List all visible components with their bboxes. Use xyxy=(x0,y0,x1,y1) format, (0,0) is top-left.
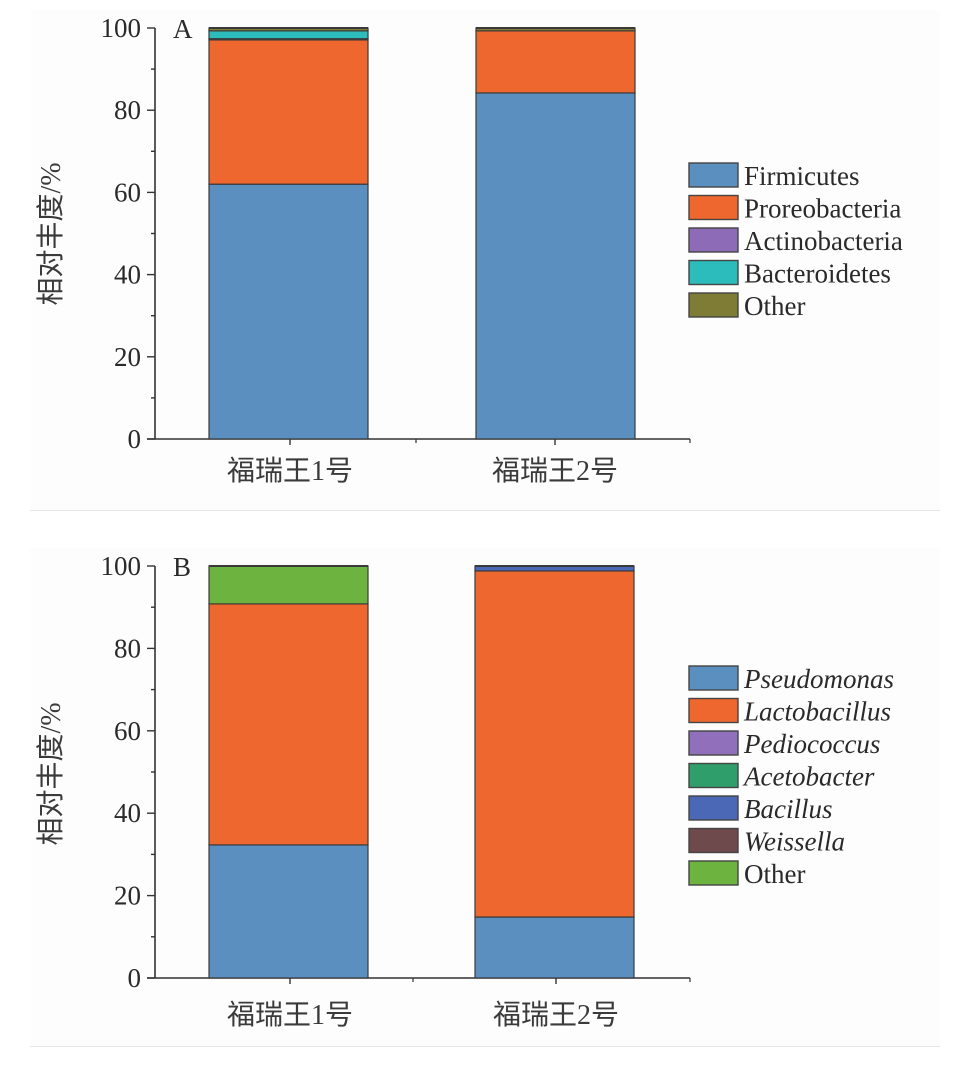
chart-a-legend-swatch xyxy=(688,259,739,286)
chart-a-bar-segment-firmicutes xyxy=(208,183,369,440)
stacked-bar-chart-a: 0 20 40 60 80 100 福瑞王1号 福瑞王2号 A 相对丰度/% FirmicutesP… xyxy=(35,13,903,487)
chart-a-legend-item: Bacteroidetes xyxy=(688,259,891,289)
chart-a-legend-label: Firmicutes xyxy=(744,161,860,191)
chart-b-legend-item: Pediococcus xyxy=(688,729,880,759)
chart-b-y-tick-label: 60 xyxy=(114,716,141,746)
chart-a-panel-letter: A xyxy=(173,14,193,44)
chart-a-y-tick-label: 40 xyxy=(114,260,141,290)
chart-a-legend-swatch xyxy=(688,227,739,253)
chart-b-legend-label: Pediococcus xyxy=(743,729,880,759)
chart-a-legend-item: Proreobacteria xyxy=(688,194,901,224)
chart-a-y-axis-label: 相对丰度/% xyxy=(35,162,67,305)
chart-b-category-label: 福瑞王1号 xyxy=(227,999,353,1031)
chart-a-bar-segment-proreobacteria xyxy=(475,30,636,94)
chart-b-bar-segment-other xyxy=(208,565,369,605)
chart-b-y-tick-label: 80 xyxy=(114,633,141,663)
chart-a-bar-segment-bacteroidetes xyxy=(208,30,369,40)
chart-b-legend-label: Bacillus xyxy=(744,794,833,824)
chart-a-legend-item: Actinobacteria xyxy=(688,226,903,256)
chart-a-bar-stack xyxy=(208,27,369,440)
chart-a-legend-label: Bacteroidetes xyxy=(744,259,891,289)
chart-b-category-label: 福瑞王2号 xyxy=(493,999,619,1031)
chart-panel-a: 0 20 40 60 80 100 福瑞王1号 福瑞王2号 A 相对丰度/% Firmicutes P… xyxy=(30,10,940,511)
chart-b-bar-segment-pseudomonas xyxy=(208,844,369,979)
chart-b-legend-swatch xyxy=(688,795,739,821)
chart-b-legend-swatch xyxy=(688,697,739,724)
chart-b-y-tick-label: 20 xyxy=(114,881,141,911)
chart-b-legend-label: Pseudomonas xyxy=(743,664,894,694)
chart-a-bar-stack xyxy=(475,27,636,440)
chart-b-bar-stack xyxy=(208,565,369,979)
chart-b-legend-label: Weissella xyxy=(744,827,845,857)
chart-a-legend-swatch xyxy=(688,292,739,318)
chart-b-bar-segment-pseudomonas xyxy=(474,916,635,979)
chart-b-legend-label: Other xyxy=(744,859,805,889)
chart-a-y-tick-label: 80 xyxy=(114,95,141,125)
chart-b-bar-segment-lactobacillus xyxy=(208,603,369,846)
chart-a-category-label: 福瑞王1号 xyxy=(227,455,353,487)
chart-a-y-tick-label: 0 xyxy=(128,424,142,454)
chart-a-legend-label: Other xyxy=(744,291,805,321)
chart-b-legend-swatch xyxy=(688,762,739,789)
chart-a-y-tick-label: 20 xyxy=(114,342,141,372)
chart-b-legend-item: Weissella xyxy=(688,827,845,857)
chart-b-bar-segment-lactobacillus xyxy=(474,570,635,918)
chart-b-panel-letter: B xyxy=(173,552,191,582)
chart-b-legend-item: Other xyxy=(688,859,805,889)
chart-a-legend-item: Other xyxy=(688,291,805,321)
chart-b-legend-item: Acetobacter xyxy=(688,762,875,792)
chart-b-legend-label: Acetobacter xyxy=(742,762,875,792)
chart-b-y-tick-label: 0 xyxy=(128,963,142,993)
chart-b-legend-label: Lactobacillus xyxy=(743,697,891,727)
chart-a-legend-swatch xyxy=(688,194,739,221)
chart-b-legend-swatch xyxy=(688,665,739,691)
chart-b-legend-swatch xyxy=(688,730,739,756)
chart-a-category-label: 福瑞王2号 xyxy=(492,455,618,487)
chart-a-legend-swatch xyxy=(688,162,739,188)
stacked-bar-chart-b: 0 20 40 60 80 100 福瑞王1号 福瑞王2号 B 相对丰度/% Pseudomonas… xyxy=(35,551,894,1031)
chart-b-y-axis-label: 相对丰度/% xyxy=(35,702,67,845)
chart-b-bar-stack xyxy=(474,565,635,979)
chart-a-bar-segment-firmicutes xyxy=(475,92,636,440)
chart-b-y-tick-label: 100 xyxy=(101,551,142,581)
chart-a-y-tick-label: 60 xyxy=(114,177,141,207)
chart-b-legend-item: Bacillus xyxy=(688,794,833,824)
chart-a-bar-segment-proreobacteria xyxy=(208,39,369,185)
chart-a-legend-label: Actinobacteria xyxy=(744,226,903,256)
chart-b-legend-swatch xyxy=(688,827,739,854)
chart-b-y-tick-label: 40 xyxy=(114,798,141,828)
chart-a-y-tick-label: 100 xyxy=(101,13,142,43)
chart-a-legend-label: Proreobacteria xyxy=(744,194,901,224)
chart-b-legend-swatch xyxy=(688,860,739,886)
chart-a-legend-item: Firmicutes xyxy=(688,161,860,191)
chart-b-legend-item: Lactobacillus xyxy=(688,697,891,727)
chart-panel-b: 0 20 40 60 80 100 福瑞王1号 福瑞王2号 B 相对丰度/% Pseudomonas… xyxy=(30,548,940,1047)
chart-b-legend-item: Pseudomonas xyxy=(688,664,894,694)
